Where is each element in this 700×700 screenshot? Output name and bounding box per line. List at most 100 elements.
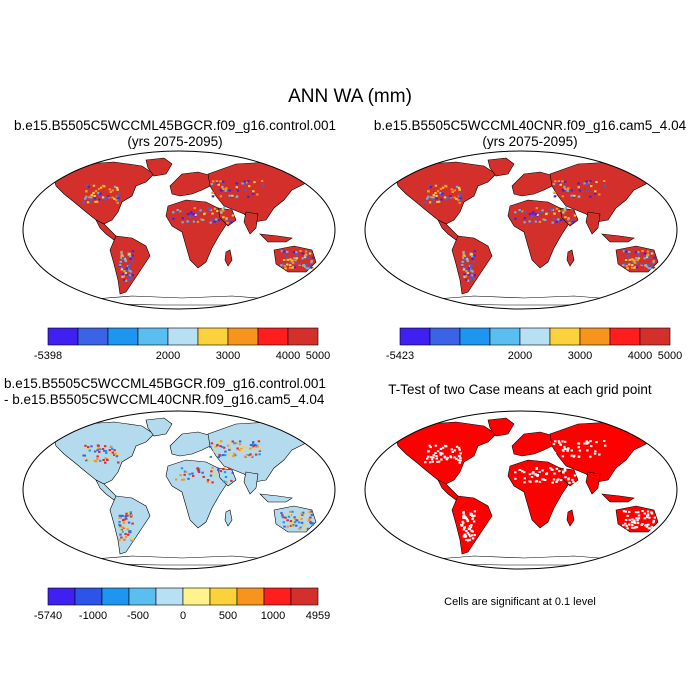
grid-cell [245, 181, 248, 184]
grid-cell [603, 440, 606, 442]
grid-cell [243, 446, 246, 449]
grid-cell [200, 218, 203, 221]
grid-cell [130, 515, 133, 518]
colorbar-box [227, 327, 259, 346]
grid-cell [127, 521, 131, 524]
grid-cell [557, 218, 560, 221]
grid-cell [469, 526, 473, 528]
grid-cell [119, 530, 123, 533]
grid-cell [650, 511, 653, 514]
land-north-america [393, 161, 497, 225]
grid-cell [294, 259, 297, 262]
grid-cell [470, 264, 473, 267]
grid-cell [284, 516, 287, 519]
grid-cell [553, 212, 556, 215]
grid-cell [288, 261, 292, 264]
grid-cell [88, 198, 92, 201]
grid-cell [650, 251, 653, 254]
grid-cell [634, 511, 638, 514]
grid-cell [467, 539, 470, 542]
grid-cell [637, 514, 641, 517]
grid-cell [552, 478, 556, 481]
grid-cell [624, 262, 627, 265]
land-antarctica [423, 555, 625, 566]
grid-cell [572, 481, 575, 484]
grid-cell [541, 209, 544, 212]
grid-cell [532, 211, 535, 214]
main-title: ANN WA (mm) [288, 86, 412, 107]
grid-cell [130, 260, 134, 263]
grid-cell [97, 447, 100, 450]
grid-cell [461, 520, 464, 523]
grid-cell [645, 264, 648, 267]
grid-cell [124, 259, 127, 262]
grid-cell [585, 442, 589, 445]
grid-cell [84, 197, 87, 200]
grid-cell [626, 267, 629, 270]
colorbar-box [263, 587, 292, 606]
grid-cell [121, 266, 124, 269]
grid-cell [648, 516, 651, 519]
grid-cell [559, 443, 562, 446]
grid-cell [130, 514, 133, 517]
grid-cell [432, 454, 435, 457]
grid-cell [564, 216, 567, 219]
grid-cell [628, 263, 631, 266]
grid-cell [282, 262, 285, 265]
grid-cell [310, 513, 314, 516]
panel-title-case2-line2: (yrs 2075-2095) [482, 134, 578, 149]
grid-cell [427, 450, 430, 453]
grid-cell [251, 442, 255, 445]
grid-cell [252, 190, 255, 193]
grid-cell [123, 257, 127, 260]
grid-cell [635, 526, 639, 529]
grid-cell [622, 250, 626, 253]
colorbar-box [519, 327, 551, 346]
grid-cell [567, 218, 570, 221]
grid-cell [208, 208, 211, 211]
grid-cell [630, 266, 634, 269]
grid-cell [577, 195, 581, 198]
grid-cell [555, 467, 559, 470]
grid-cell [219, 195, 223, 198]
grid-cell [589, 440, 592, 443]
grid-cell [113, 197, 116, 200]
grid-cell [561, 448, 565, 451]
grid-cell [428, 201, 432, 204]
grid-cell [115, 186, 119, 189]
land-madagascar [566, 249, 575, 267]
grid-cell [462, 516, 465, 519]
grid-cell [125, 279, 128, 282]
map-land-case1 [51, 157, 317, 306]
grid-cell [578, 189, 582, 192]
grid-cell [459, 199, 462, 202]
grid-cell [624, 510, 628, 513]
grid-cell [589, 195, 592, 198]
grid-cell [222, 209, 225, 212]
grid-cell [251, 192, 255, 195]
grid-cell [626, 254, 629, 257]
grid-cell [225, 187, 228, 190]
grid-cell [641, 263, 644, 265]
colorbar-box [47, 327, 79, 346]
grid-cell [626, 514, 629, 517]
land-central-america [437, 479, 461, 501]
grid-cell [231, 440, 234, 443]
grid-cell [300, 512, 303, 515]
grid-cell [457, 199, 460, 202]
grid-cell [451, 191, 454, 193]
grid-cell [196, 220, 200, 223]
grid-cell [604, 184, 607, 187]
grid-cell [570, 194, 573, 197]
colorbar-box [101, 587, 130, 606]
grid-cell [645, 265, 649, 268]
grid-cell [426, 457, 429, 460]
grid-cell [116, 201, 119, 204]
grid-cell [225, 218, 228, 221]
colorbar-box [47, 587, 76, 606]
grid-cell [538, 480, 542, 483]
colorbar-box [399, 327, 431, 346]
grid-cell [424, 201, 427, 204]
grid-cell [439, 453, 442, 456]
grid-cell [213, 471, 216, 474]
